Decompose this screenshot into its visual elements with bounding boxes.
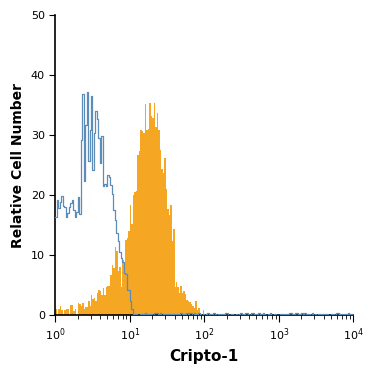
Bar bbox=[106, 287, 107, 315]
Bar bbox=[173, 230, 174, 315]
Bar bbox=[104, 296, 106, 315]
Bar bbox=[72, 305, 73, 315]
Bar bbox=[63, 314, 64, 315]
Bar bbox=[157, 113, 158, 315]
Bar bbox=[128, 231, 130, 315]
Bar bbox=[130, 205, 131, 315]
Bar bbox=[101, 295, 103, 315]
Bar bbox=[177, 287, 179, 315]
Bar bbox=[137, 154, 139, 315]
Bar bbox=[90, 306, 91, 315]
Bar bbox=[118, 271, 119, 315]
Bar bbox=[81, 306, 82, 315]
Bar bbox=[171, 242, 173, 315]
Bar bbox=[139, 151, 140, 315]
Bar bbox=[82, 303, 84, 315]
Bar bbox=[122, 260, 124, 315]
Bar bbox=[186, 300, 188, 315]
Bar bbox=[103, 288, 104, 315]
Bar bbox=[203, 310, 204, 315]
Bar bbox=[58, 309, 60, 315]
Bar bbox=[67, 309, 69, 315]
Bar bbox=[198, 308, 200, 315]
Bar bbox=[119, 267, 121, 315]
Bar bbox=[151, 116, 152, 315]
Bar bbox=[99, 290, 100, 315]
Bar bbox=[87, 306, 88, 315]
Bar bbox=[182, 293, 183, 315]
Bar bbox=[174, 288, 176, 315]
Bar bbox=[73, 311, 75, 315]
Bar bbox=[148, 129, 149, 315]
Bar bbox=[97, 293, 99, 315]
Bar bbox=[154, 103, 155, 315]
Bar bbox=[55, 309, 57, 315]
Bar bbox=[167, 209, 168, 315]
Bar bbox=[60, 306, 61, 315]
Bar bbox=[194, 308, 195, 315]
Bar bbox=[145, 104, 146, 315]
Bar bbox=[142, 132, 143, 315]
Bar bbox=[188, 301, 189, 315]
Bar bbox=[75, 309, 76, 315]
Bar bbox=[165, 189, 167, 315]
Bar bbox=[93, 299, 94, 315]
Bar bbox=[85, 307, 87, 315]
Bar bbox=[179, 293, 180, 315]
Bar bbox=[170, 204, 171, 315]
Bar bbox=[61, 310, 63, 315]
Bar bbox=[168, 215, 170, 315]
Bar bbox=[164, 158, 165, 315]
Bar bbox=[180, 286, 182, 315]
Bar bbox=[140, 129, 142, 315]
Bar bbox=[84, 309, 85, 315]
Bar bbox=[91, 295, 93, 315]
Bar bbox=[94, 298, 96, 315]
Bar bbox=[149, 103, 151, 315]
X-axis label: Cripto-1: Cripto-1 bbox=[170, 349, 239, 364]
Bar bbox=[100, 291, 101, 315]
Bar bbox=[79, 304, 81, 315]
Bar bbox=[64, 309, 66, 315]
Bar bbox=[121, 287, 122, 315]
Bar bbox=[152, 118, 154, 315]
Bar bbox=[143, 133, 145, 315]
Y-axis label: Relative Cell Number: Relative Cell Number bbox=[11, 82, 25, 248]
Bar bbox=[66, 309, 67, 315]
Bar bbox=[176, 282, 177, 315]
Bar bbox=[183, 291, 185, 315]
Bar bbox=[112, 266, 113, 315]
Bar bbox=[160, 150, 161, 315]
Bar bbox=[192, 306, 194, 315]
Bar bbox=[109, 286, 110, 315]
Bar bbox=[127, 238, 128, 315]
Bar bbox=[191, 304, 192, 315]
Bar bbox=[161, 169, 163, 315]
Bar bbox=[134, 192, 136, 315]
Bar bbox=[131, 224, 133, 315]
Bar bbox=[155, 128, 157, 315]
Bar bbox=[201, 314, 203, 315]
Bar bbox=[78, 303, 79, 315]
Bar bbox=[107, 286, 109, 315]
Bar bbox=[125, 240, 127, 315]
Bar bbox=[200, 313, 201, 315]
Bar bbox=[96, 301, 97, 315]
Bar bbox=[113, 268, 115, 315]
Bar bbox=[124, 264, 125, 315]
Bar bbox=[70, 305, 72, 315]
Bar bbox=[189, 302, 191, 315]
Bar bbox=[185, 294, 186, 315]
Bar bbox=[115, 248, 116, 315]
Bar bbox=[195, 301, 197, 315]
Bar bbox=[110, 274, 112, 315]
Bar bbox=[136, 191, 137, 315]
Bar bbox=[133, 195, 134, 315]
Bar bbox=[88, 301, 90, 315]
Bar bbox=[158, 130, 160, 315]
Bar bbox=[163, 173, 164, 315]
Bar bbox=[116, 251, 118, 315]
Bar bbox=[146, 130, 148, 315]
Bar bbox=[197, 310, 198, 315]
